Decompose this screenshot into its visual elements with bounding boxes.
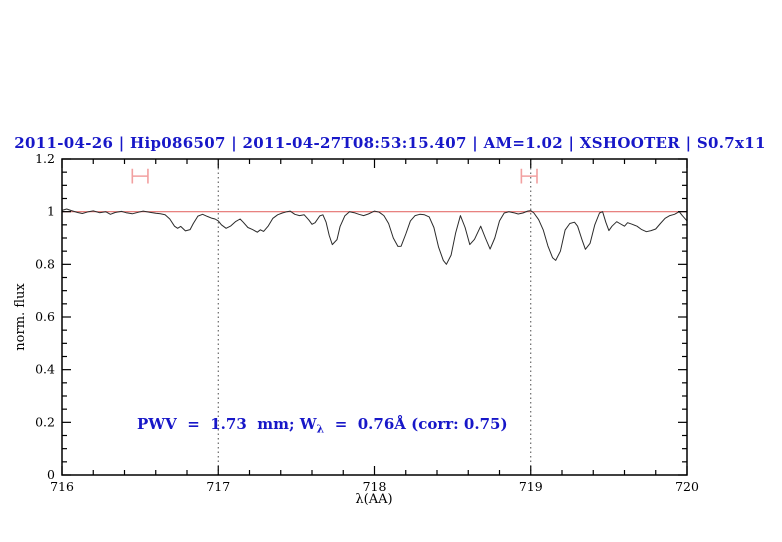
gridlines-layer [217, 159, 532, 475]
axes-layer [61, 158, 688, 476]
data-layer [61, 168, 688, 265]
plot-title: 2011-04-26 | Hip086507 | 2011-04-27T08:5… [14, 134, 765, 152]
x-tick-label-717: 717 [206, 479, 230, 494]
y-tick-label-0.8: 0.8 [35, 256, 55, 271]
spectrum-series-line [61, 208, 688, 265]
x-tick-label-718: 718 [363, 479, 387, 494]
y-tick-label-1.2: 1.2 [35, 151, 55, 166]
x-axis-label: λ(AA) [355, 492, 392, 507]
pwv-annotation: PWV = 1.73 mm; Wλ = 0.76Å (corr: 0.75) [137, 415, 508, 436]
y-tick-label-0.4: 0.4 [35, 362, 55, 377]
y-tick-label-0: 0 [47, 467, 55, 482]
pwv-annotation-prefix: PWV = 1.73 mm; W [137, 415, 318, 433]
x-tick-label-716: 716 [50, 479, 74, 494]
x-tick-label-720: 720 [675, 479, 699, 494]
y-tick-label-0.6: 0.6 [35, 309, 55, 324]
tick-labels-layer: 716 717 718 719 720 0 0.2 0.4 0.6 0.8 1 1.2 [35, 151, 699, 494]
pwv-annotation-lambda-subscript: λ [317, 423, 325, 436]
band-marker-1 [131, 168, 149, 184]
band-marker-2 [520, 168, 538, 184]
y-axis-label: norm. flux [13, 283, 28, 351]
pwv-annotation-suffix: = 0.76Å (corr: 0.75) [324, 415, 507, 433]
y-tick-label-1: 1 [47, 204, 55, 219]
x-tick-label-719: 719 [519, 479, 543, 494]
y-tick-label-0.2: 0.2 [35, 414, 55, 429]
